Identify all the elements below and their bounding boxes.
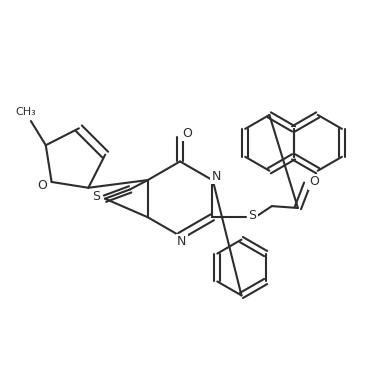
Text: CH₃: CH₃ [15, 107, 36, 117]
Text: O: O [310, 176, 320, 188]
Text: O: O [183, 127, 192, 140]
Text: O: O [38, 179, 47, 192]
Text: S: S [249, 209, 256, 222]
Text: N: N [177, 235, 187, 248]
Text: N: N [211, 170, 221, 183]
Text: S: S [92, 190, 100, 203]
